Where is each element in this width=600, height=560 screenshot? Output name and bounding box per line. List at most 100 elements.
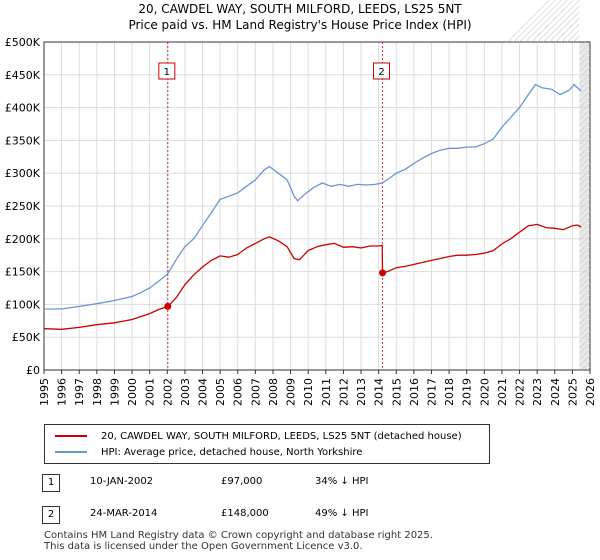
x-tick-label: 2025: [566, 378, 579, 406]
future-hatch: [581, 361, 591, 371]
future-hatch: [579, 85, 591, 97]
transaction-row: 2 24-MAR-2014 £148,000 49% ↓ HPI: [40, 506, 580, 526]
future-hatch: [579, 121, 591, 133]
future-hatch: [579, 241, 591, 253]
future-hatch: [579, 163, 591, 175]
future-hatch: [507, 0, 550, 43]
chart-legend: 20, CAWDEL WAY, SOUTH MILFORD, LEEDS, LS…: [44, 424, 490, 464]
future-hatch: [579, 139, 591, 151]
future-hatch: [579, 91, 591, 103]
future-hatch: [579, 217, 591, 229]
y-tick-label: £0: [26, 364, 40, 377]
transaction-price: £97,000: [221, 476, 263, 487]
future-hatch: [579, 55, 591, 67]
transaction-hpi-diff: 34% ↓ HPI: [315, 476, 369, 487]
future-hatch: [579, 229, 591, 241]
future-hatch: [579, 265, 591, 277]
x-tick-label: 2013: [355, 378, 368, 406]
future-hatch: [579, 103, 591, 115]
x-tick-label: 2005: [214, 378, 227, 406]
x-tick-label: 1995: [38, 378, 51, 406]
x-tick-label: 2014: [373, 378, 386, 406]
future-hatch: [579, 73, 591, 85]
x-tick-label: 2016: [408, 378, 421, 406]
chart-subtitle: Price paid vs. HM Land Registry's House …: [128, 18, 472, 32]
x-tick-label: 2003: [179, 378, 192, 406]
sale-point: [379, 269, 387, 277]
plot-border: [43, 41, 591, 371]
legend-label-hpi: HPI: Average price, detached house, Nort…: [101, 446, 363, 458]
future-hatch: [567, 29, 580, 43]
footer: Contains HM Land Registry data © Crown c…: [44, 530, 433, 552]
sale-point: [164, 302, 172, 310]
series-price-paid-line: [43, 223, 582, 330]
legend-entry-price-paid: 20, CAWDEL WAY, SOUTH MILFORD, LEEDS, LS…: [55, 429, 462, 443]
x-tick-label: 2007: [249, 378, 262, 406]
chart-title: 20, CAWDEL WAY, SOUTH MILFORD, LEEDS, LS…: [138, 2, 462, 16]
future-hatch: [555, 17, 580, 43]
future-hatch: [579, 307, 591, 319]
x-tick-label: 2024: [549, 378, 562, 406]
x-tick-label: 2006: [232, 378, 245, 406]
legend-swatch-red: [55, 435, 87, 437]
x-tick-label: 2011: [320, 378, 333, 406]
future-hatch: [579, 301, 591, 313]
y-tick-label: £50K: [12, 331, 41, 344]
x-tick-label: 1996: [56, 378, 69, 406]
transaction-row: 1 10-JAN-2002 £97,000 34% ↓ HPI: [40, 474, 580, 494]
future-hatch: [579, 289, 591, 301]
x-tick-label: 1997: [73, 378, 86, 406]
future-hatch: [579, 175, 591, 187]
future-hatch: [579, 41, 586, 49]
y-tick-label: £300K: [5, 167, 41, 180]
annotation-box: [373, 62, 391, 80]
future-hatch: [579, 223, 591, 235]
future-hatch: [579, 127, 591, 139]
future-hatch: [579, 247, 591, 259]
x-tick-label: 2009: [285, 378, 298, 406]
future-hatch: [579, 295, 591, 307]
future-hatch: [519, 0, 562, 43]
future-hatch: [561, 23, 580, 43]
x-tick-label: 2004: [197, 378, 210, 406]
y-tick-label: £100K: [5, 298, 41, 311]
future-hatch: [579, 325, 591, 337]
x-tick-label: 2008: [267, 378, 280, 406]
future-hatch: [513, 0, 556, 43]
y-tick-label: £350K: [5, 134, 41, 147]
transaction-hpi-diff: 49% ↓ HPI: [315, 508, 369, 519]
x-tick-label: 2023: [531, 378, 544, 406]
future-hatch: [579, 205, 591, 217]
future-hatch: [579, 277, 591, 289]
legend-swatch-blue: [55, 451, 87, 453]
future-hatch: [579, 337, 591, 349]
future-hatch: [579, 109, 591, 121]
x-tick-label: 2019: [461, 378, 474, 406]
y-tick-label: £400K: [5, 102, 41, 115]
future-hatch: [579, 151, 591, 163]
future-hatch: [579, 49, 591, 61]
future-hatch: [537, 0, 580, 43]
x-tick-label: 2018: [443, 378, 456, 406]
transaction-price: £148,000: [221, 508, 269, 519]
x-tick-label: 2000: [126, 378, 139, 406]
future-hatch: [579, 133, 591, 145]
footer-licence: This data is licensed under the Open Gov…: [44, 541, 363, 552]
x-tick-label: 2010: [302, 378, 315, 406]
future-hatch: [531, 0, 574, 43]
future-hatch: [579, 235, 591, 247]
future-hatch: [579, 259, 591, 271]
x-tick-label: 2020: [478, 378, 491, 406]
future-hatch: [579, 115, 591, 127]
future-hatch: [525, 0, 568, 43]
future-hatch: [579, 169, 591, 181]
x-tick-label: 2022: [514, 378, 527, 406]
future-hatch: [579, 331, 591, 343]
x-tick-label: 1999: [108, 378, 121, 406]
legend-label-price-paid: 20, CAWDEL WAY, SOUTH MILFORD, LEEDS, LS…: [101, 430, 462, 442]
y-tick-label: £500K: [5, 36, 41, 49]
x-tick-label: 2021: [496, 378, 509, 406]
y-tick-label: £250K: [5, 200, 41, 213]
x-tick-label: 2002: [161, 378, 174, 406]
future-hatch: [579, 181, 591, 193]
